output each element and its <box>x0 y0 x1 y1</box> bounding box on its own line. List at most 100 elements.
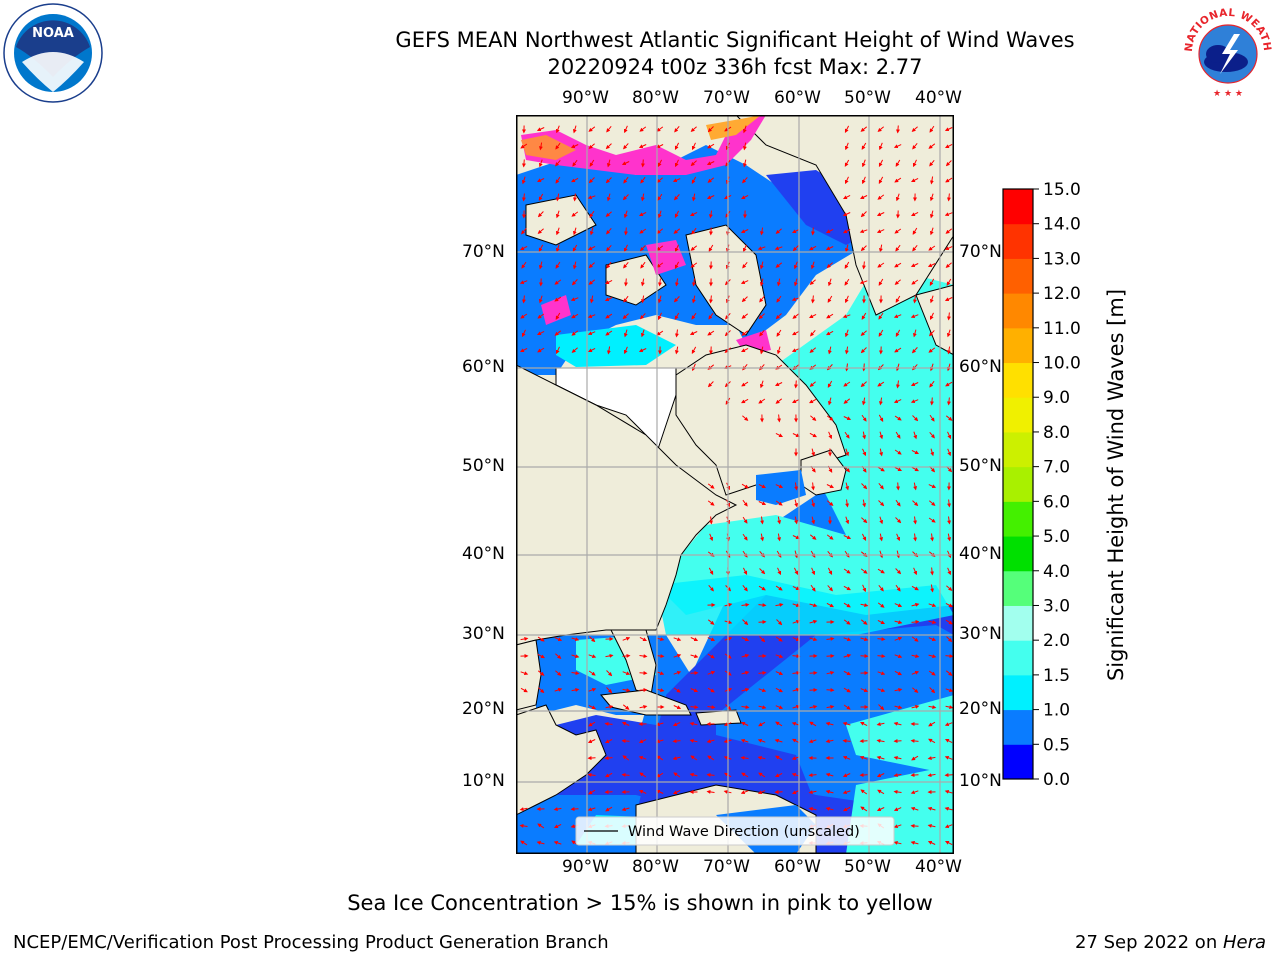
lat-label: 60°N <box>462 357 505 377</box>
wave-arrow <box>791 721 800 726</box>
wave-arrow <box>861 176 866 185</box>
wave-arrow <box>708 584 714 592</box>
wave-arrow <box>927 263 936 268</box>
wave-arrow <box>945 705 954 710</box>
wave-arrow <box>555 261 561 269</box>
wave-arrow <box>742 619 749 626</box>
colorbar-tick-label: 1.0 <box>1043 701 1070 721</box>
wave-arrow <box>792 687 801 692</box>
wave-arrow <box>674 244 679 253</box>
colorbar-tick-label: 9.0 <box>1043 388 1070 408</box>
lon-label: 60°W <box>774 857 821 877</box>
wave-arrow <box>910 840 919 845</box>
colorbar-swatch <box>1003 397 1033 433</box>
wave-arrow <box>811 482 816 491</box>
wave-arrow <box>792 228 800 234</box>
wave-arrow <box>859 229 868 234</box>
lat-label: 70°N <box>462 242 505 262</box>
wave-arrow <box>775 772 783 778</box>
wave-arrow <box>860 789 868 795</box>
wave-arrow <box>791 348 800 353</box>
wave-arrow <box>896 550 901 559</box>
wave-arrow <box>945 177 953 183</box>
wave-arrow <box>894 228 902 234</box>
wave-arrow <box>571 177 579 183</box>
colorbar-tick-label: 12.0 <box>1043 284 1081 304</box>
wave-arrow <box>775 636 783 642</box>
wave-arrow <box>757 738 766 743</box>
wave-arrow <box>877 568 885 574</box>
wave-arrow <box>860 245 867 252</box>
wave-arrow <box>911 755 919 761</box>
wave-arrow <box>742 142 747 151</box>
colorbar-swatch <box>1003 674 1033 711</box>
wave-arrow <box>877 789 885 795</box>
wave-arrow <box>691 193 696 202</box>
wave-arrow <box>775 671 784 676</box>
wave-arrow <box>811 516 816 525</box>
mexico-land <box>516 704 607 816</box>
wave-arrow <box>947 448 952 457</box>
wave-arrow <box>674 312 680 320</box>
wave-arrow <box>673 687 681 693</box>
wave-arrow <box>861 142 867 150</box>
wave-arrow <box>913 431 918 440</box>
wave-arrow <box>928 654 937 659</box>
wave-arrow <box>707 500 715 506</box>
wave-arrow <box>894 687 903 692</box>
lon-label: 60°W <box>774 88 821 108</box>
wave-arrow <box>844 346 849 355</box>
wave-arrow <box>792 603 801 608</box>
wave-arrow <box>707 653 715 659</box>
wave-arrow <box>554 296 562 302</box>
lon-label: 40°W <box>915 857 962 877</box>
wave-arrow <box>792 654 801 659</box>
wave-arrow <box>775 654 784 659</box>
wave-arrow <box>827 278 832 287</box>
wave-arrow <box>827 567 833 575</box>
wave-arrow <box>638 789 647 794</box>
colorbar-swatch <box>1003 189 1033 225</box>
wave-arrow <box>606 244 612 252</box>
wave-arrow <box>792 313 800 319</box>
colorbar-swatch <box>1003 501 1033 537</box>
lon-label: 90°W <box>562 857 609 877</box>
wave-arrow <box>588 687 597 692</box>
wave-arrow <box>706 161 715 166</box>
wave-arrow <box>878 414 884 422</box>
wave-arrow <box>690 245 698 251</box>
footer-date: 27 Sep 2022 on Hera <box>1075 932 1266 953</box>
wave-arrow <box>706 772 715 777</box>
wave-arrow <box>878 159 884 167</box>
wave-arrow <box>571 347 578 353</box>
wave-arrow <box>673 789 681 795</box>
wave-arrow <box>859 755 868 760</box>
wave-arrow <box>808 790 817 795</box>
wave-arrow <box>826 602 834 608</box>
wave-arrow <box>588 789 596 795</box>
wave-arrow <box>742 567 748 575</box>
wave-arrow <box>656 654 665 659</box>
wave-arrow <box>794 516 799 525</box>
wave-arrow <box>708 312 714 320</box>
wave-arrow <box>811 567 816 576</box>
wave-arrow <box>794 482 799 491</box>
wave-arrow <box>927 773 936 778</box>
wave-arrow <box>605 211 612 217</box>
wave-arrow <box>827 397 832 406</box>
map-title: GEFS MEAN Northwest Atlantic Significant… <box>395 28 1075 52</box>
wave-arrow <box>910 773 919 778</box>
wave-arrow <box>910 382 919 387</box>
wave-arrow <box>843 619 851 625</box>
wave-arrow <box>825 789 834 794</box>
wave-arrow <box>895 329 901 337</box>
wave-arrow <box>589 295 594 304</box>
wave-arrow <box>843 228 851 234</box>
wave-arrow <box>570 144 579 149</box>
wave-arrow <box>775 755 783 761</box>
wave-arrow <box>929 210 934 219</box>
wave-arrow <box>862 584 867 593</box>
wave-direction-arrows <box>519 125 954 846</box>
wave-arrow <box>929 125 935 133</box>
wave-arrow <box>707 143 715 149</box>
